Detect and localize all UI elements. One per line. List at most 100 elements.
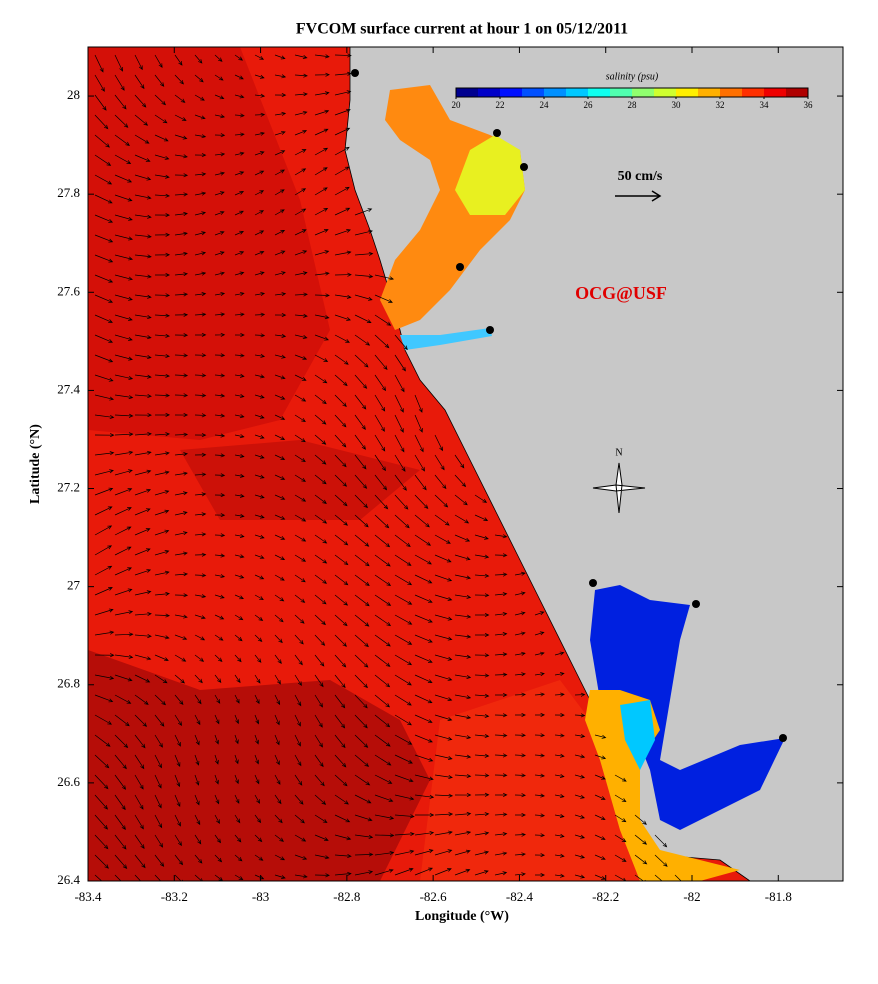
current-arrow (294, 229, 307, 236)
current-arrow (534, 853, 546, 858)
current-arrow (594, 774, 606, 780)
current-arrow (414, 849, 434, 856)
current-arrow (94, 694, 114, 703)
current-arrow (314, 714, 323, 728)
current-arrow (534, 672, 545, 677)
y-tick-label: 26.8 (57, 676, 80, 691)
current-arrow (114, 874, 122, 881)
current-arrow (594, 794, 606, 800)
current-arrow (254, 754, 259, 765)
current-arrow (154, 193, 170, 198)
current-arrow (174, 312, 189, 317)
current-arrow (534, 813, 546, 818)
current-arrow (294, 634, 304, 645)
current-arrow (254, 353, 266, 358)
current-arrow (114, 134, 130, 146)
current-arrow (274, 854, 286, 861)
current-arrow (94, 374, 114, 382)
current-arrow (114, 854, 128, 869)
current-arrow (314, 167, 328, 176)
current-arrow (194, 172, 207, 177)
current-arrow (354, 294, 373, 301)
current-arrow (614, 854, 627, 862)
current-arrow (154, 694, 166, 706)
current-arrow (94, 414, 115, 419)
current-arrow (334, 414, 347, 428)
current-arrow (114, 114, 129, 128)
current-arrow (574, 854, 586, 859)
current-arrow (174, 432, 189, 437)
current-arrow (394, 674, 412, 686)
current-arrow (174, 572, 189, 577)
current-arrow (514, 793, 526, 798)
current-arrow (174, 593, 189, 598)
current-arrow (374, 594, 392, 606)
colorbar-cell (566, 88, 589, 97)
current-arrow (194, 231, 207, 236)
current-arrow (214, 533, 226, 538)
current-arrow (194, 452, 207, 457)
current-arrow (234, 113, 245, 118)
current-arrow (94, 854, 109, 869)
current-arrow (274, 333, 287, 338)
current-arrow (494, 572, 508, 577)
current-arrow (174, 134, 188, 140)
current-arrow (294, 534, 307, 542)
colorbar-cell (720, 88, 743, 97)
current-arrow (214, 133, 226, 138)
current-arrow (194, 794, 200, 806)
current-arrow (614, 874, 627, 881)
current-arrow (234, 513, 245, 518)
current-arrow (214, 674, 222, 684)
current-arrow (154, 634, 170, 640)
current-arrow (494, 553, 508, 558)
current-arrow (474, 593, 490, 598)
current-arrow (334, 250, 352, 256)
current-arrow (254, 514, 265, 519)
current-arrow (194, 573, 207, 578)
current-arrow (254, 534, 265, 539)
current-arrow (94, 394, 115, 401)
current-arrow (214, 413, 226, 418)
current-arrow (494, 773, 508, 778)
current-arrow (494, 733, 508, 738)
current-arrow (114, 154, 132, 165)
current-arrow (94, 214, 114, 223)
current-arrow (94, 433, 115, 438)
current-arrow (354, 274, 374, 279)
current-arrow (374, 674, 391, 688)
current-arrow (354, 534, 370, 547)
current-arrow (214, 513, 226, 518)
current-arrow (174, 774, 181, 788)
current-arrow (134, 694, 149, 705)
current-arrow (94, 469, 114, 476)
current-arrow (314, 271, 330, 276)
current-arrow (234, 454, 245, 459)
current-arrow (94, 874, 103, 881)
current-arrow (154, 94, 166, 106)
current-arrow (394, 849, 415, 856)
current-arrow (154, 490, 170, 496)
current-arrow (234, 574, 245, 579)
x-tick-label: -83.2 (161, 889, 188, 904)
current-arrow (574, 713, 586, 718)
current-arrow (314, 394, 327, 405)
current-arrow (194, 312, 207, 317)
current-arrow (234, 533, 245, 538)
current-arrow (154, 714, 165, 727)
current-arrow (254, 333, 266, 338)
current-arrow (294, 774, 303, 786)
current-arrow (514, 733, 526, 738)
current-arrow (474, 792, 490, 797)
current-arrow (334, 534, 349, 546)
current-arrow (454, 674, 472, 679)
y-tick-label: 27 (67, 578, 81, 593)
current-arrow (334, 474, 348, 487)
current-arrow (454, 654, 472, 659)
current-arrow (334, 594, 349, 606)
current-arrow (274, 794, 282, 805)
current-arrow (394, 754, 413, 764)
current-arrow (154, 154, 170, 160)
current-arrow (314, 474, 327, 485)
current-arrow (494, 632, 508, 637)
